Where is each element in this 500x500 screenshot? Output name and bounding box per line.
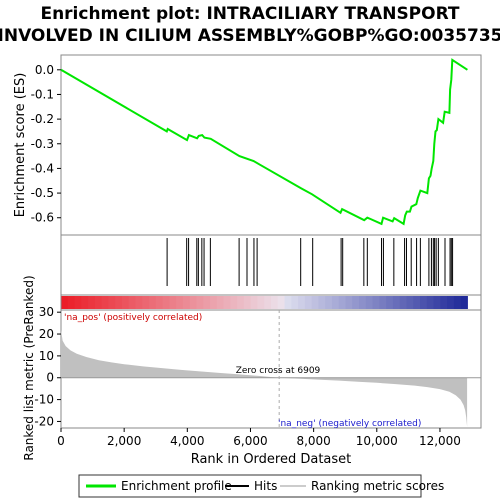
rank-strip-segment (115, 296, 122, 309)
es-y-tick-label: 0.0 (35, 63, 54, 77)
rank-strip-segment (312, 296, 319, 309)
es-y-tick-label: -0.2 (31, 112, 54, 126)
metric-y-tick-label: 20 (39, 327, 54, 341)
x-tick-label: 12,000 (419, 434, 461, 448)
rank-strip-segment (454, 296, 461, 309)
rank-strip-segment (102, 296, 109, 309)
metric-y-tick-label: 30 (39, 305, 54, 319)
rank-strip-segment (95, 296, 102, 309)
rank-strip-segment (169, 296, 176, 309)
legend-label: Ranking metric scores (311, 479, 444, 493)
rank-strip-segment (183, 296, 190, 309)
negative-correlation-label: 'na_neg' (negatively correlated) (278, 419, 421, 429)
positive-correlation-label: 'na_pos' (positively correlated) (64, 313, 202, 323)
metric-y-axis-title: Ranked list metric (PreRanked) (22, 275, 36, 460)
rank-strip-segment (373, 296, 380, 309)
rank-strip-segment (68, 296, 75, 309)
rank-strip-segment (318, 296, 325, 309)
chart-title-line-2: INVOLVED IN CILIUM ASSEMBLY%GOBP%GO:0035… (0, 26, 500, 46)
legend: Enrichment profile Hits Ranking metric sco… (86, 479, 444, 493)
rank-strip-segment (129, 296, 136, 309)
rank-strip-segment (420, 296, 427, 309)
rank-strip-segment (244, 296, 251, 309)
es-y-tick-label: -0.1 (31, 87, 54, 101)
rank-strip-segment (210, 296, 217, 309)
rank-strip-segment (88, 296, 95, 309)
rank-strip-segment (440, 296, 447, 309)
rank-strip-segment (224, 296, 231, 309)
rank-strip-segment (278, 296, 285, 309)
rank-strip-segment (325, 296, 332, 309)
rank-strip-segment (298, 296, 305, 309)
rank-strip-segment (75, 296, 82, 309)
rank-strip-segment (61, 296, 68, 309)
es-y-tick-label: -0.6 (31, 211, 54, 225)
rank-strip-segment (434, 296, 441, 309)
rank-strip-segment (305, 296, 312, 309)
rank-strip-segment (366, 296, 373, 309)
rank-strip-segment (271, 296, 278, 309)
rank-strip-segment (291, 296, 298, 309)
rank-strip-segment (149, 296, 156, 309)
rank-strip-segment (136, 296, 143, 309)
metric-y-tick-label: -10 (34, 393, 54, 407)
es-panel-frame (61, 55, 481, 235)
rank-color-strip (61, 296, 468, 309)
es-y-tick-label: -0.4 (31, 161, 54, 175)
rank-strip-segment (339, 296, 346, 309)
rank-strip-segment (190, 296, 197, 309)
rank-strip-segment (359, 296, 366, 309)
legend-label: Enrichment profile (121, 479, 232, 493)
x-tick-label: 0 (57, 434, 65, 448)
rank-strip-segment (251, 296, 258, 309)
rank-strip-segment (427, 296, 434, 309)
rank-strip-segment (461, 296, 468, 309)
zero-cross-label: Zero cross at 6909 (236, 366, 321, 376)
rank-strip-segment (447, 296, 454, 309)
x-axis: 0 2,000 4,000 6,000 8,000 10,000 12,000 (57, 428, 461, 448)
hits-panel-frame (61, 235, 481, 295)
rank-strip-segment (156, 296, 163, 309)
x-tick-label: 4,000 (170, 434, 204, 448)
es-y-tick-label: -0.3 (31, 137, 54, 151)
x-tick-label: 8,000 (296, 434, 330, 448)
rank-strip-segment (352, 296, 359, 309)
rank-strip-segment (264, 296, 271, 309)
x-axis-title: Rank in Ordered Dataset (191, 452, 352, 467)
rank-strip-segment (400, 296, 407, 309)
rank-strip-segment (196, 296, 203, 309)
rank-strip-segment (413, 296, 420, 309)
rank-strip-segment (393, 296, 400, 309)
metric-y-tick-label: 0 (46, 371, 54, 385)
es-y-tick-label: -0.5 (31, 186, 54, 200)
rank-strip-segment (122, 296, 129, 309)
es-y-axis-title: Enrichment score (ES) (13, 73, 28, 218)
x-tick-label: 10,000 (356, 434, 398, 448)
metric-y-tick-label: 10 (39, 349, 54, 363)
chart-title-line-1: Enrichment plot: INTRACILIARY TRANSPORT (40, 4, 459, 24)
rank-strip-segment (379, 296, 386, 309)
rank-strip-segment (345, 296, 352, 309)
legend-label: Hits (254, 479, 277, 493)
es-y-axis: 0.0 -0.1 -0.2 -0.3 -0.4 -0.5 -0.6 (31, 63, 61, 225)
rank-strip-segment (406, 296, 413, 309)
rank-strip-segment (142, 296, 149, 309)
rank-strip-segment (386, 296, 393, 309)
rank-strip-segment (257, 296, 264, 309)
metric-y-tick-label: -20 (34, 414, 54, 428)
rank-strip-segment (237, 296, 244, 309)
rank-strip-segment (81, 296, 88, 309)
metric-y-axis: 30 20 10 0 -10 -20 (34, 305, 61, 428)
rank-strip-segment (285, 296, 292, 309)
rank-strip-segment (108, 296, 115, 309)
rank-strip-segment (217, 296, 224, 309)
x-tick-label: 6,000 (233, 434, 267, 448)
rank-strip-segment (176, 296, 183, 309)
rank-strip-segment (230, 296, 237, 309)
rank-strip-segment (332, 296, 339, 309)
rank-strip-segment (163, 296, 170, 309)
x-tick-label: 2,000 (107, 434, 141, 448)
rank-strip-segment (203, 296, 210, 309)
